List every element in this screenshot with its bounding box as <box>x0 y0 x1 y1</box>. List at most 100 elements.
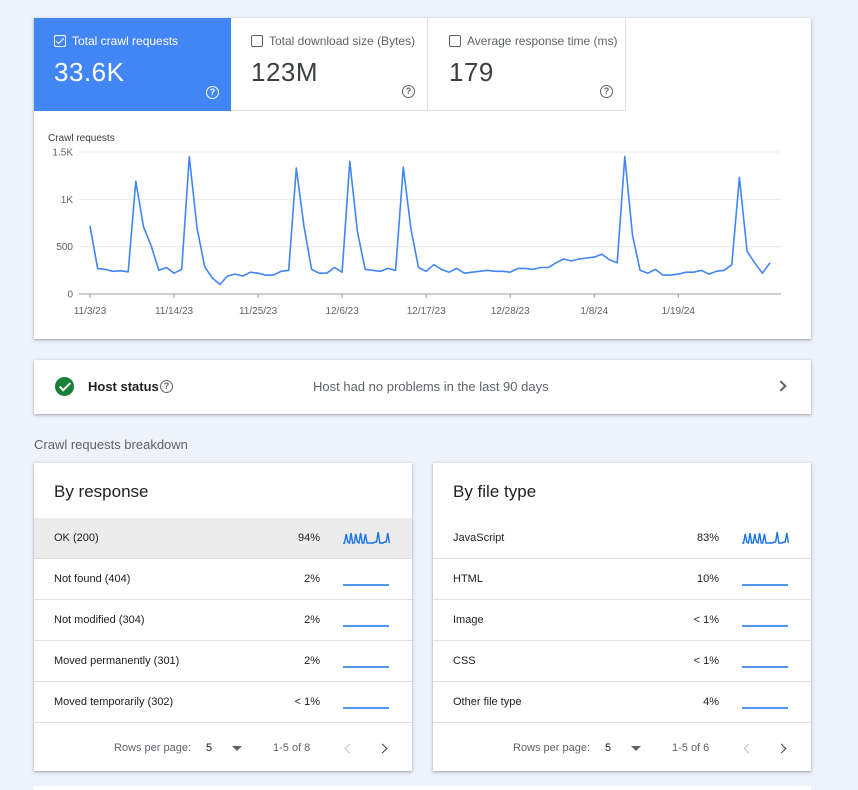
metric-label: Total download size (Bytes) <box>269 34 416 48</box>
file-type-table: JavaScript 83% HTML 10% Image < 1% CSS < 1% Othe… <box>433 518 811 723</box>
row-percentage: 2% <box>304 614 320 626</box>
crawl-stats-card: Total crawl requests 33.6K ? Total downl… <box>34 18 811 339</box>
table-row[interactable]: Moved permanently (301) 2% <box>34 641 412 682</box>
chart-y-tick-label: 500 <box>56 242 73 253</box>
card-title: By response <box>54 482 149 501</box>
row-percentage: 10% <box>696 573 719 585</box>
next-card-edge <box>34 786 811 790</box>
chart-x-tick-label: 11/3/23 <box>74 306 107 317</box>
metric-value: 33.6K <box>54 57 125 87</box>
sparkline <box>343 707 389 709</box>
by-file-type-card: By file type JavaScript 83% HTML 10% Image < … <box>433 463 811 771</box>
host-status-message: Host had no problems in the last 90 days <box>313 379 549 394</box>
row-percentage: 4% <box>703 696 719 708</box>
table-row[interactable]: Not modified (304) 2% <box>34 600 412 641</box>
checkbox-checked-icon[interactable] <box>54 35 66 47</box>
sparkline <box>742 584 788 586</box>
rows-per-page-select[interactable]: 5 <box>605 742 612 754</box>
chart-x-tick-label: 12/28/23 <box>491 306 530 317</box>
sparkline <box>343 531 390 545</box>
chart-y-tick-label: 1K <box>61 195 74 206</box>
row-label: Image <box>453 614 484 626</box>
row-label: Other file type <box>453 696 522 708</box>
check-circle-icon <box>55 377 74 396</box>
sparkline <box>742 531 789 545</box>
chart-x-tick-label: 12/17/23 <box>407 306 446 317</box>
section-title: Crawl requests breakdown <box>34 437 188 452</box>
rows-per-page-select[interactable]: 5 <box>206 742 213 754</box>
table-row[interactable]: Moved temporarily (302) < 1% <box>34 682 412 723</box>
row-label: Not modified (304) <box>54 614 145 626</box>
metric-total-crawl-requests[interactable]: Total crawl requests 33.6K ? <box>34 18 231 111</box>
table-row[interactable]: Other file type 4% <box>433 682 811 723</box>
metric-average-response-time[interactable]: Average response time (ms) 179 ? <box>429 18 626 111</box>
help-icon[interactable]: ? <box>160 380 173 393</box>
chart-y-label: Crawl requests <box>48 133 115 144</box>
table-pagination: Rows per page: 5 1-5 of 8 <box>34 723 412 771</box>
row-percentage: 83% <box>696 532 719 544</box>
caret-down-icon[interactable] <box>232 746 242 751</box>
sparkline-path <box>742 531 789 545</box>
sparkline <box>343 625 389 627</box>
page-range: 1-5 of 8 <box>273 742 311 754</box>
sparkline <box>742 625 788 627</box>
host-status-card[interactable]: Host status ? Host had no problems in th… <box>34 360 811 414</box>
chart-x-tick-label: 11/25/23 <box>239 306 278 317</box>
row-percentage: < 1% <box>294 696 320 708</box>
sparkline-path <box>343 531 390 545</box>
sparkline <box>343 584 389 586</box>
row-percentage: 94% <box>297 532 320 544</box>
row-label: HTML <box>453 573 483 585</box>
rows-per-page-label: Rows per page: <box>513 742 591 754</box>
chevron-right-icon[interactable] <box>776 743 787 754</box>
checkbox-icon[interactable] <box>251 35 263 47</box>
response-table: OK (200) 94% Not found (404) 2% Not modified… <box>34 518 412 723</box>
chevron-right-icon[interactable] <box>775 380 787 392</box>
table-row[interactable]: Not found (404) 2% <box>34 559 412 600</box>
row-percentage: < 1% <box>693 655 719 667</box>
table-pagination: Rows per page: 5 1-5 of 6 <box>433 723 811 771</box>
metric-label: Average response time (ms) <box>467 34 618 48</box>
chart-x-tick-label: 11/14/23 <box>155 306 194 317</box>
row-label: CSS <box>453 655 476 667</box>
page-range: 1-5 of 6 <box>672 742 710 754</box>
sparkline <box>343 666 389 668</box>
row-label: Not found (404) <box>54 573 131 585</box>
table-row[interactable]: CSS < 1% <box>433 641 811 682</box>
help-icon[interactable]: ? <box>206 86 219 99</box>
help-icon[interactable]: ? <box>402 85 415 98</box>
chevron-right-icon[interactable] <box>377 743 388 754</box>
table-row[interactable]: OK (200) 94% <box>34 518 412 559</box>
metric-total-download-size[interactable]: Total download size (Bytes) 123M ? <box>231 18 428 111</box>
crawl-requests-chart[interactable]: Crawl requests 0 500 1K 1.5K 11/3/23 11/14/23 1… <box>34 118 811 339</box>
chevron-left-icon[interactable] <box>344 743 355 754</box>
chart-series-line <box>89 155 771 286</box>
metric-value: 123M <box>251 57 319 87</box>
table-row[interactable]: HTML 10% <box>433 559 811 600</box>
chevron-left-icon[interactable] <box>743 743 754 754</box>
help-icon[interactable]: ? <box>600 85 613 98</box>
table-row[interactable]: JavaScript 83% <box>433 518 811 559</box>
chart-x-tick-label: 1/8/24 <box>580 306 608 317</box>
checkbox-icon[interactable] <box>449 35 461 47</box>
chart-x-tick-label: 1/19/24 <box>662 306 696 317</box>
sparkline <box>742 707 788 709</box>
metric-value: 179 <box>449 57 494 87</box>
host-status-label: Host status <box>88 379 159 394</box>
chart-y-tick-label: 0 <box>67 290 73 301</box>
caret-down-icon[interactable] <box>631 746 641 751</box>
row-label: JavaScript <box>453 532 505 544</box>
table-row[interactable]: Image < 1% <box>433 600 811 641</box>
row-label: Moved temporarily (302) <box>54 696 174 708</box>
sparkline <box>742 666 788 668</box>
row-percentage: 2% <box>304 655 320 667</box>
card-title: By file type <box>453 482 537 501</box>
row-percentage: 2% <box>304 573 320 585</box>
row-label: Moved permanently (301) <box>54 655 180 667</box>
chart-x-tick-label: 12/6/23 <box>325 306 359 317</box>
row-percentage: < 1% <box>693 614 719 626</box>
row-label: OK (200) <box>54 532 99 544</box>
metric-label: Total crawl requests <box>72 34 179 48</box>
chart-y-tick-label: 1.5K <box>52 148 73 159</box>
rows-per-page-label: Rows per page: <box>114 742 192 754</box>
